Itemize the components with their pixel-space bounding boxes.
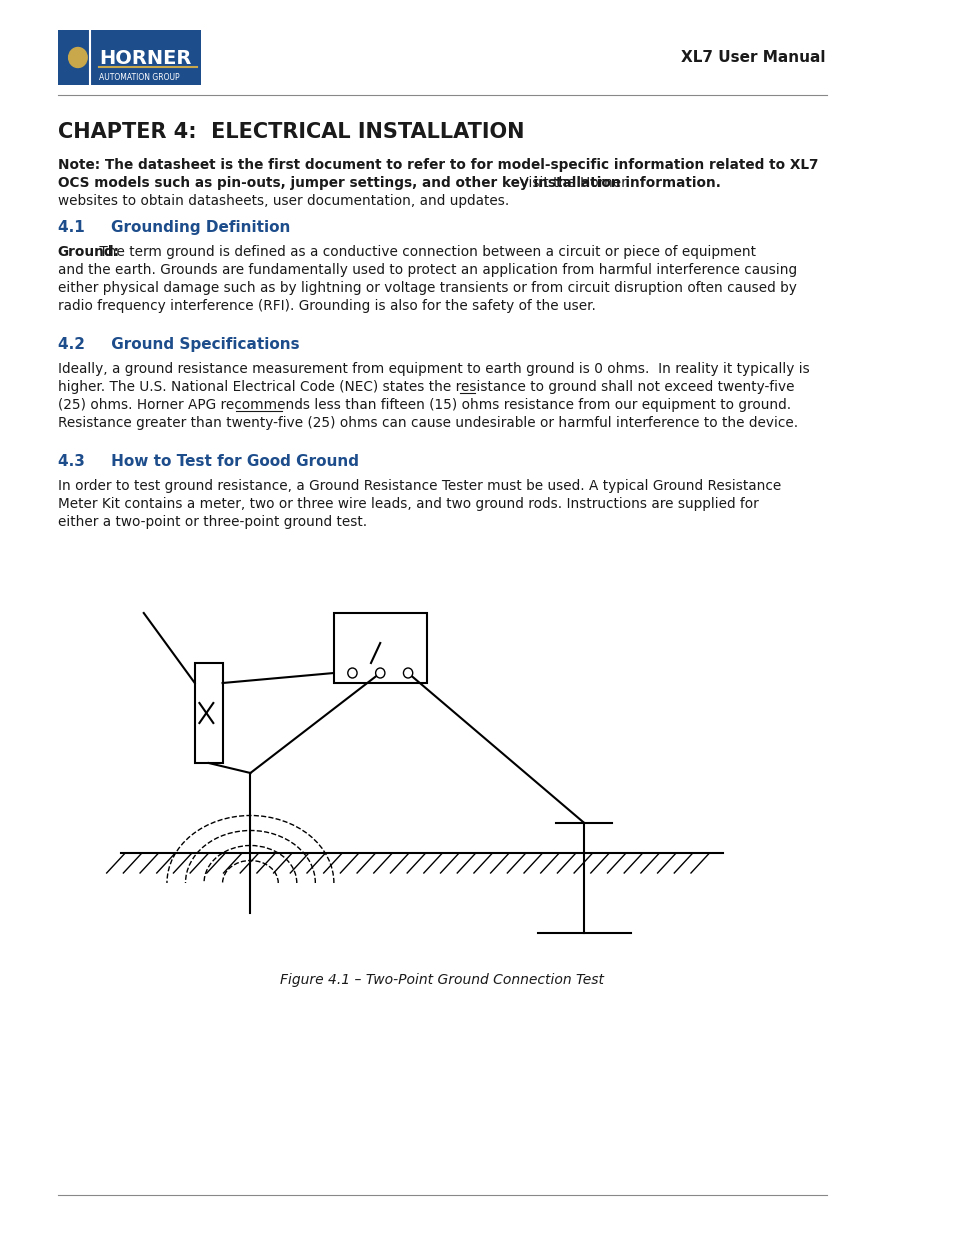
Text: Meter Kit contains a meter, two or three wire leads, and two ground rods. Instru: Meter Kit contains a meter, two or three… (57, 496, 758, 511)
Text: (25) ohms. Horner APG recommends less than fifteen (15) ohms resistance from our: (25) ohms. Horner APG recommends less th… (57, 398, 790, 412)
Text: Note: The datasheet is the first document to refer to for model-specific informa: Note: The datasheet is the first documen… (57, 158, 817, 172)
Text: websites to obtain datasheets, user documentation, and updates.: websites to obtain datasheets, user docu… (57, 194, 508, 207)
Text: either physical damage such as by lightning or voltage transients or from circui: either physical damage such as by lightn… (57, 282, 796, 295)
Text: 4.1     Grounding Definition: 4.1 Grounding Definition (57, 220, 290, 235)
Text: and the earth. Grounds are fundamentally used to protect an application from har: and the earth. Grounds are fundamentally… (57, 263, 796, 277)
Text: Ground:: Ground: (57, 245, 119, 259)
Text: Visit the Horner: Visit the Horner (515, 177, 626, 190)
Text: either a two-point or three-point ground test.: either a two-point or three-point ground… (57, 515, 366, 529)
Circle shape (348, 668, 356, 678)
Text: AUTOMATION GROUP: AUTOMATION GROUP (99, 74, 180, 83)
Bar (334, 613, 426, 683)
Text: OCS models such as pin-outs, jumper settings, and other key installation informa: OCS models such as pin-outs, jumper sett… (57, 177, 720, 190)
Text: higher. The U.S. National Electrical Code (NEC) states the resistance to ground : higher. The U.S. National Electrical Cod… (57, 380, 793, 394)
Text: HORNER: HORNER (99, 48, 192, 68)
Text: Ideally, a ground resistance measurement from equipment to earth ground is 0 ohm: Ideally, a ground resistance measurement… (57, 362, 808, 375)
Text: Resistance greater than twenty-five (25) ohms can cause undesirable or harmful i: Resistance greater than twenty-five (25)… (57, 416, 797, 430)
Circle shape (375, 668, 384, 678)
Text: 4.3     How to Test for Good Ground: 4.3 How to Test for Good Ground (57, 454, 358, 469)
Text: CHAPTER 4:  ELECTRICAL INSTALLATION: CHAPTER 4: ELECTRICAL INSTALLATION (57, 122, 523, 142)
Text: The term ground is defined as a conductive connection between a circuit or piece: The term ground is defined as a conducti… (95, 245, 756, 259)
Circle shape (69, 47, 87, 68)
Text: Figure 4.1 – Two-Point Ground Connection Test: Figure 4.1 – Two-Point Ground Connection… (280, 973, 604, 987)
Text: In order to test ground resistance, a Ground Resistance Tester must be used. A t: In order to test ground resistance, a Gr… (57, 479, 780, 493)
Text: XL7 User Manual: XL7 User Manual (680, 49, 824, 64)
Bar (57, 30, 201, 85)
Bar (194, 663, 222, 763)
Text: radio frequency interference (RFI). Grounding is also for the safety of the user: radio frequency interference (RFI). Grou… (57, 299, 595, 312)
Text: 4.2     Ground Specifications: 4.2 Ground Specifications (57, 337, 299, 352)
Circle shape (403, 668, 413, 678)
